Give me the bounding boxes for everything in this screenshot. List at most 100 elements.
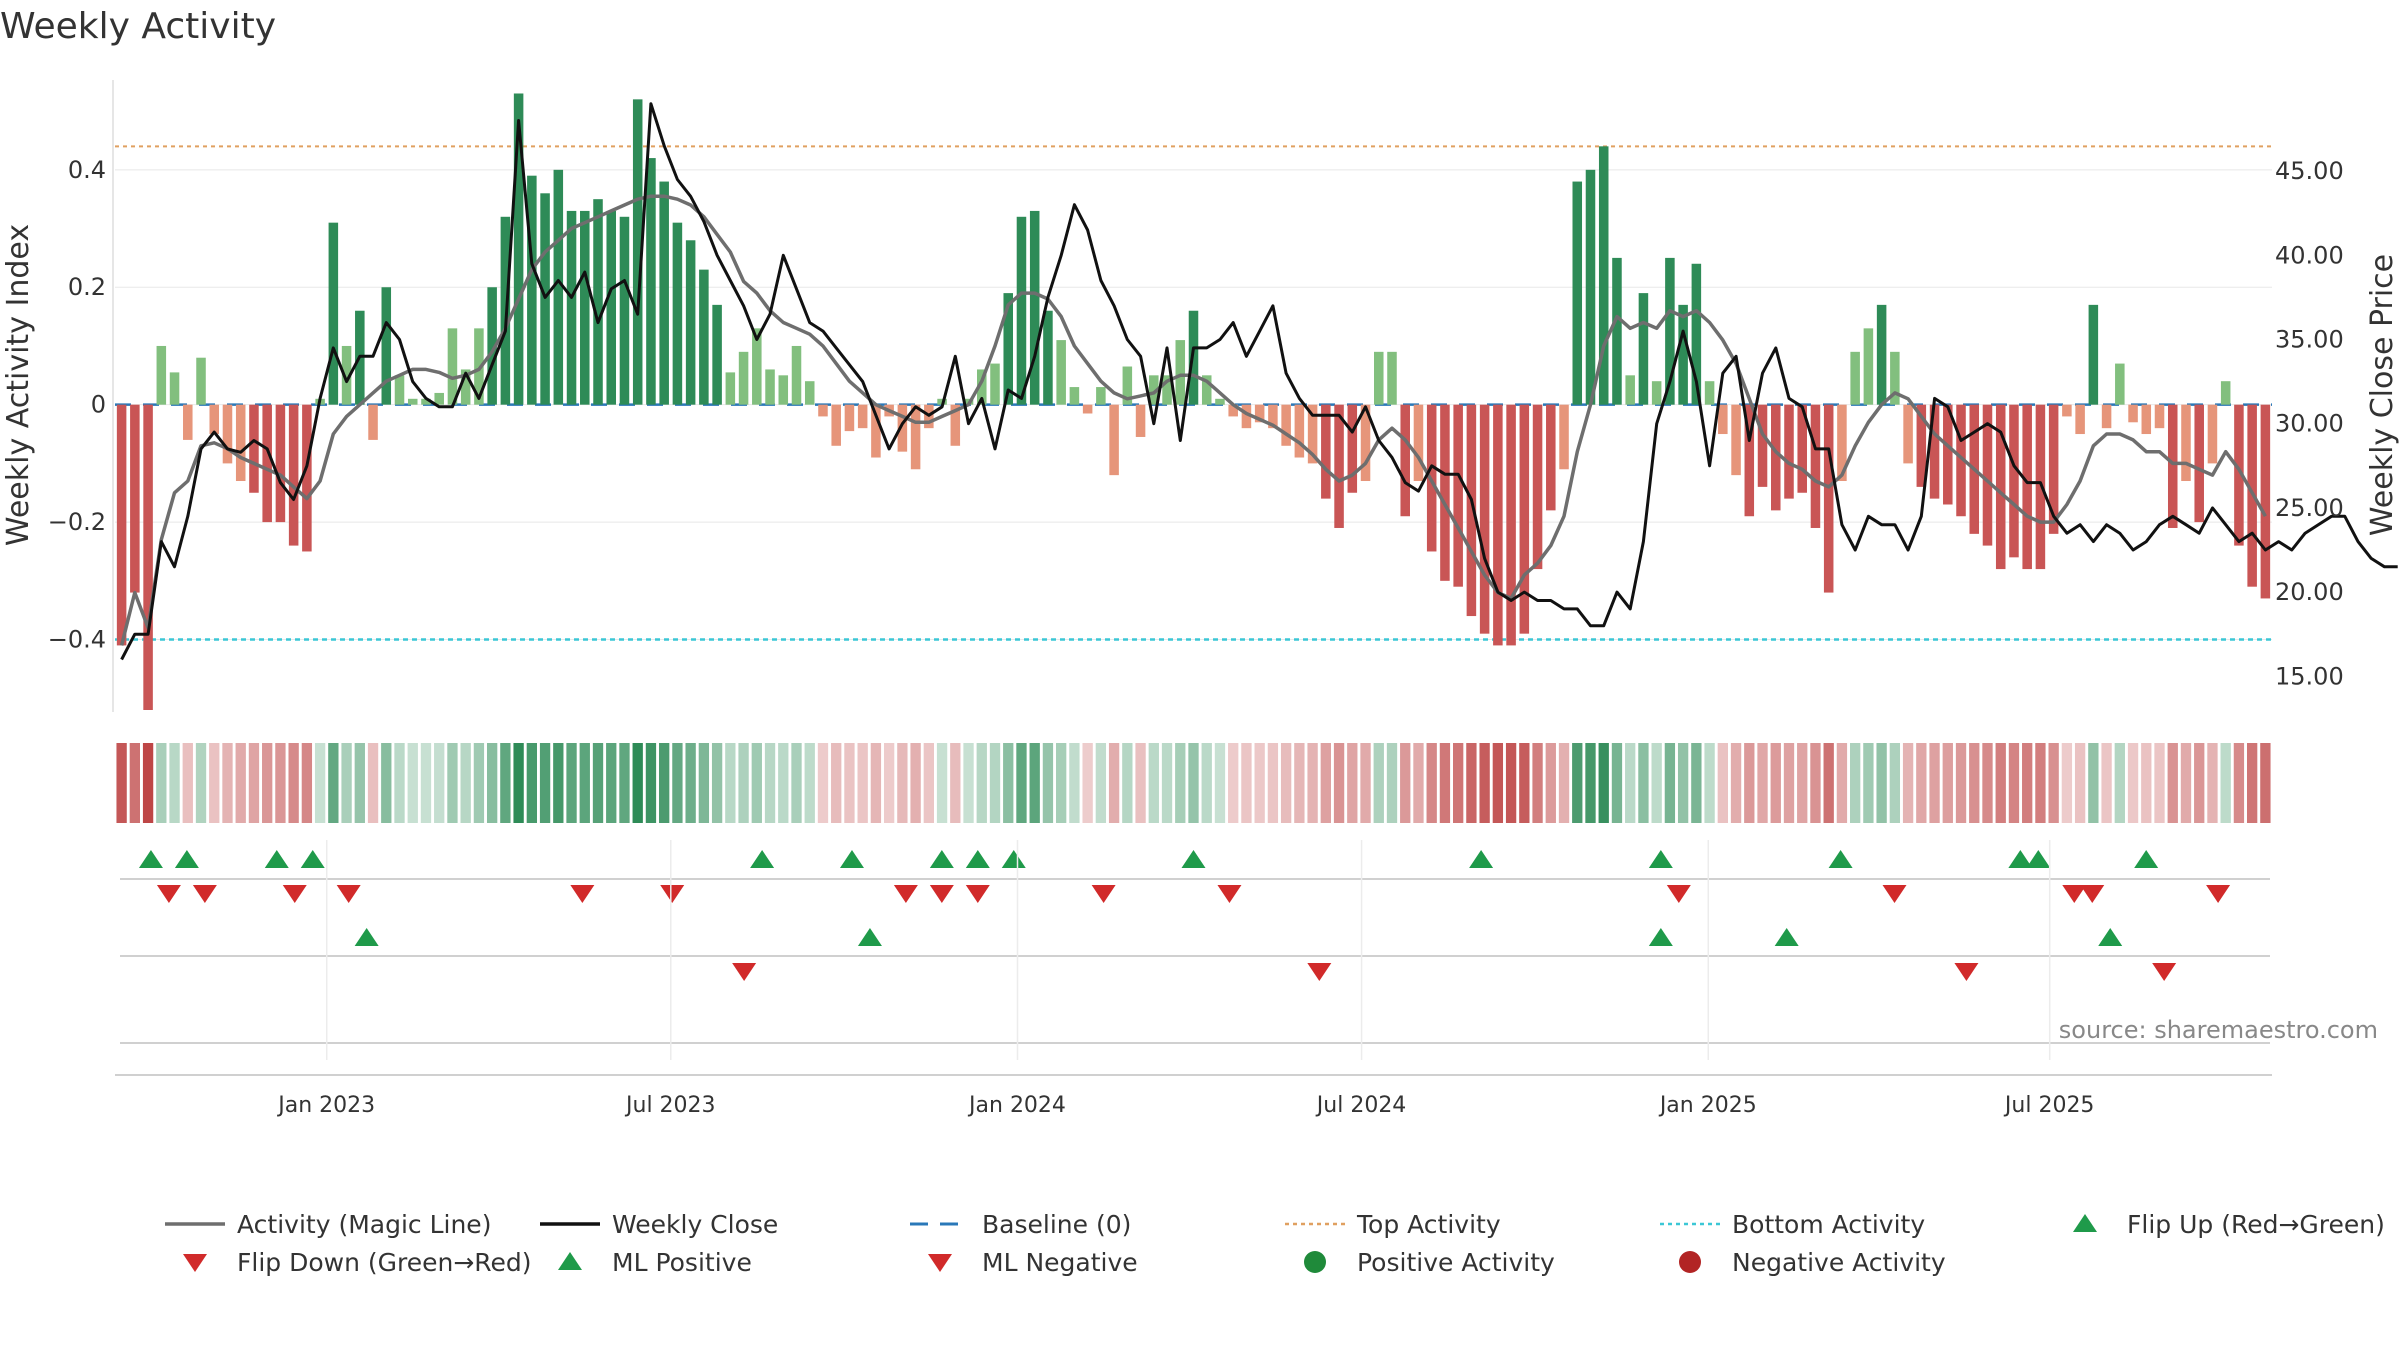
heat-strip-cell [1863,743,1874,823]
activity-bar [1254,404,1265,423]
legend-item: Flip Up (Red→Green) [2073,1210,2385,1239]
x-axis-ticks: Jan 2023 Jul 2023 Jan 2024 Jul 2024 Jan 2025… [276,840,2094,1118]
activity-bar [765,369,775,405]
y2-tick-label: 25.00 [2275,494,2344,522]
heat-strip-cell [1744,743,1755,823]
heat-strip-cell [2127,743,2139,823]
heat-strip-cell [725,743,736,823]
heat-strip-cell [1889,743,1901,823]
activity-bar [1797,404,1807,493]
heat-strip-cell [1598,743,1609,823]
activity-bar [2009,404,2019,558]
heat-strip-cell [2141,743,2152,823]
activity-bar [2128,404,2138,423]
heat-strip-cell [1691,743,1702,823]
heat-strip-cell [804,743,815,823]
heat-strip-cell [1532,743,1543,823]
heat-strip-cell [2114,743,2125,823]
activity-bar [262,404,272,523]
y-axis-label: Weekly Activity Index [1,224,36,546]
heat-strip-cell [341,743,352,823]
activity-bar [738,351,749,405]
heat-strip-cell [1969,743,1980,823]
activity-bar [130,404,140,593]
activity-bar [1559,404,1569,470]
heat-strip-cell [1982,743,1993,823]
heat-strip-cell [936,743,948,823]
heat-strip-cell [1373,743,1384,823]
ml-positive-marker [354,928,379,946]
heat-strip-cell [367,743,379,823]
activity-bar [196,357,206,405]
activity-bar [302,404,312,552]
legend-item: Baseline (0) [910,1210,1131,1239]
heat-strip-cell [2260,743,2271,823]
heat-strip-cell [1505,743,1517,823]
activity-bar [725,372,736,405]
activity-bar [1109,404,1119,476]
legend-label: Top Activity [1356,1210,1501,1239]
activity-bar [2115,363,2125,405]
heat-strip-cell [2101,743,2112,823]
heat-strip-cell [1413,743,1424,823]
flip-up-marker [2134,850,2159,868]
activity-bar [1678,304,1688,405]
activity-bar [1718,404,1728,435]
heat-strip-cell [142,743,154,823]
legend-item: Negative Activity [1679,1248,1946,1277]
heat-strip-cell [381,743,392,823]
heat-strip-cell [301,743,313,823]
heat-strip-cell [1664,743,1676,823]
heat-strip-cell [923,743,934,823]
heat-strip-cell [420,743,432,823]
activity-bar [1307,404,1318,464]
flip-down-marker [282,885,307,903]
heat-strip-cell [2008,743,2020,823]
flip-down-marker [1091,885,1116,903]
heat-strip-cell [1069,743,1080,823]
activity-bar [1268,404,1278,429]
heat-strip-cell [857,743,868,823]
heat-strip-cell [1400,743,1411,823]
x-tick-label: Jul 2023 [624,1093,716,1118]
activity-bar [1479,404,1490,634]
activity-bar [1943,404,1953,505]
heat-strip-cell [1095,743,1107,823]
heat-strip-cell [2207,743,2218,823]
activity-bar [1519,404,1530,634]
heat-strip-cell [2048,743,2059,823]
activity-bar [1837,404,1847,482]
activity-bar [1890,351,1900,405]
source-credit: source: sharemaestro.com [2059,1016,2378,1044]
flip-down-marker [1882,885,1907,903]
activity-bar [116,404,127,646]
activity-bar [1016,216,1027,405]
activity-bar [778,375,789,405]
activity-bar [752,328,762,405]
activity-bar [1228,404,1238,417]
activity-bar [1321,404,1331,499]
heat-strip-cell [553,743,564,823]
heat-strip-cell [764,743,776,823]
heat-strip-cell [659,743,670,823]
flip-down-marker [660,885,685,903]
flip-down-marker [570,885,595,903]
legend-item: Weekly Close [540,1210,778,1239]
activity-bar [1056,340,1066,405]
heat-strip-cell [156,743,167,823]
flip-up-marker [264,850,289,868]
activity-bar [1916,404,1927,487]
activity-bar [460,369,471,405]
heat-strip-cell [169,743,180,823]
heat-strip-cell [1241,743,1252,823]
activity-bar [1122,366,1133,405]
heat-strip-cell [1942,743,1953,823]
heat-strip-cell [2074,743,2086,823]
heat-strip-cell [500,743,511,823]
activity-bar [646,158,656,405]
flip-up-marker [750,850,775,868]
heat-strip-cell [976,743,987,823]
heat-strip-cell [1042,743,1054,823]
activity-bar [1731,404,1741,476]
activity-bar [1387,351,1397,405]
